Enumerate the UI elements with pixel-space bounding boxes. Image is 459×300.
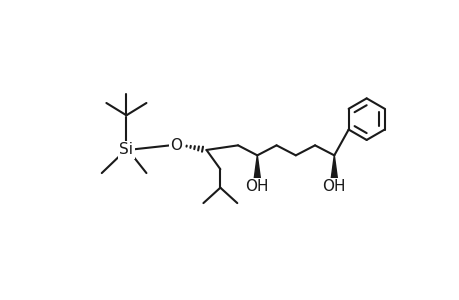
Text: OH: OH [322,179,345,194]
Text: Si: Si [119,142,133,158]
Text: O: O [170,138,182,153]
Text: OH: OH [245,179,269,194]
Polygon shape [330,155,336,178]
Polygon shape [254,155,260,178]
